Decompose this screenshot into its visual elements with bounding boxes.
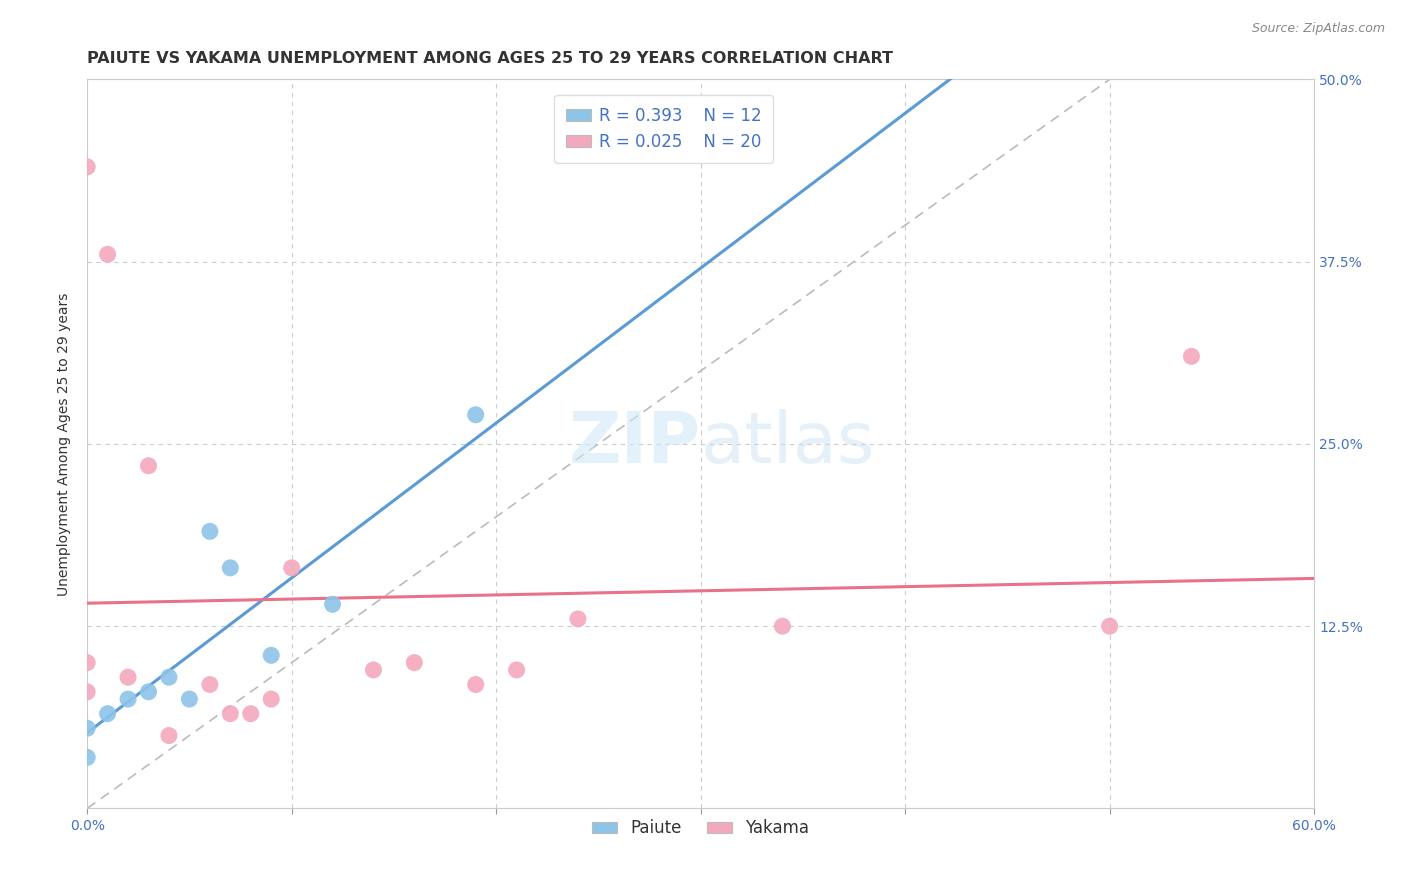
Point (198, 677, 221, 691)
Y-axis label: Unemployment Among Ages 25 to 29 years: Unemployment Among Ages 25 to 29 years (58, 293, 72, 596)
Point (464, 677, 486, 691)
Point (464, 408, 486, 422)
Point (179, 692, 201, 706)
Point (260, 692, 283, 706)
Point (404, 656, 426, 670)
Point (505, 663, 527, 677)
Point (219, 706, 242, 721)
Point (198, 524, 221, 539)
Point (157, 729, 180, 743)
Point (117, 670, 139, 684)
Text: ZIP: ZIP (568, 409, 700, 478)
Legend: Paiute, Yakama: Paiute, Yakama (585, 813, 815, 844)
Point (219, 561, 242, 575)
Point (76, 685, 98, 699)
Point (76, 656, 98, 670)
Point (76, 750, 98, 764)
Point (97, 247, 120, 261)
Text: atlas: atlas (700, 409, 875, 478)
Point (1180, 350, 1202, 364)
Text: Source: ZipAtlas.com: Source: ZipAtlas.com (1251, 22, 1385, 36)
Point (117, 692, 139, 706)
Point (76, 721, 98, 735)
Point (1098, 619, 1121, 633)
Point (322, 597, 344, 611)
Point (567, 612, 589, 626)
Point (97, 706, 120, 721)
Point (772, 619, 794, 633)
Point (138, 685, 160, 699)
Point (260, 648, 283, 663)
Point (138, 458, 160, 473)
Point (76, 160, 98, 174)
Point (239, 706, 262, 721)
Point (280, 561, 302, 575)
Point (157, 670, 180, 684)
Text: PAIUTE VS YAKAMA UNEMPLOYMENT AMONG AGES 25 TO 29 YEARS CORRELATION CHART: PAIUTE VS YAKAMA UNEMPLOYMENT AMONG AGES… (87, 51, 893, 66)
Point (363, 663, 385, 677)
